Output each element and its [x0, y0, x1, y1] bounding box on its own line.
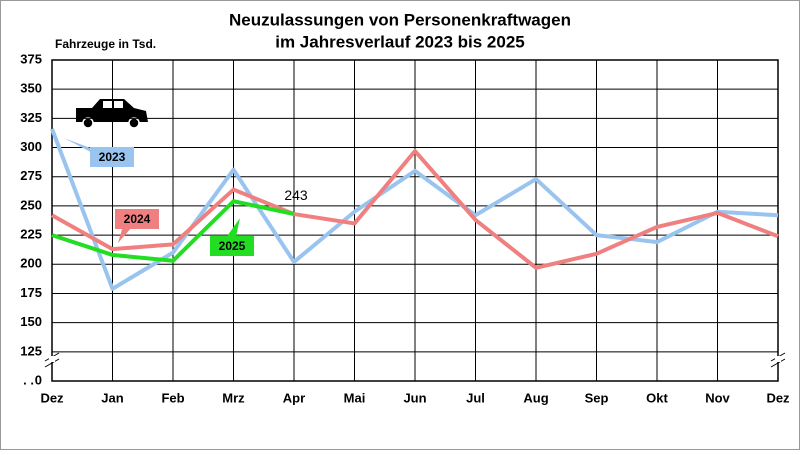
y-tick-label: 300 [20, 139, 42, 154]
series-line [51, 149, 779, 270]
legend-box [115, 209, 159, 229]
x-tick-label: Nov [705, 390, 730, 405]
legend-entry: 2025 [210, 218, 254, 256]
series-line [51, 199, 295, 263]
legend-label: 2023 [99, 150, 126, 164]
x-tick-label: Jan [101, 390, 123, 405]
x-tick-label: Dez [766, 390, 790, 405]
data-label: 243 [284, 187, 308, 203]
y-tick-label: 175 [20, 285, 42, 300]
y-axis-label: Fahrzeuge in Tsd. [55, 37, 156, 51]
y-tick-label: 275 [20, 168, 42, 183]
legend-box [90, 147, 134, 167]
series-line [50, 128, 779, 291]
x-tick-label: Jul [466, 390, 485, 405]
legend-box [210, 236, 254, 256]
x-tick-label: Okt [646, 390, 668, 405]
axis-break: . . [23, 372, 34, 387]
x-tick-label: Mrz [222, 390, 245, 405]
y-tick-label: 0 [35, 372, 42, 387]
x-tick-label: Aug [523, 390, 548, 405]
chart-title: Neuzulassungen von Personenkraftwagen [229, 10, 571, 29]
y-tick-label: 125 [20, 343, 42, 358]
legend-label: 2024 [124, 212, 151, 226]
legend-entry: 2023 [64, 138, 134, 167]
x-tick-label: Dez [40, 390, 64, 405]
y-tick-label: 150 [20, 314, 42, 329]
x-tick-label: Sep [585, 390, 609, 405]
y-tick-label: 350 [20, 81, 42, 96]
y-tick-label: 225 [20, 227, 42, 242]
y-tick-label: 325 [20, 110, 42, 125]
legend-entry: 2024 [115, 209, 159, 243]
x-tick-label: Feb [161, 390, 184, 405]
y-tick-label: 250 [20, 197, 42, 212]
x-tick-label: Mai [344, 390, 366, 405]
legend-label: 2025 [219, 239, 246, 253]
axis-break-gap [49, 356, 55, 362]
axis-break-gap [775, 356, 781, 362]
y-tick-label: 375 [20, 51, 42, 66]
x-tick-label: Apr [283, 390, 305, 405]
plot-border [51, 59, 779, 382]
chart-title: im Jahresverlauf 2023 bis 2025 [275, 32, 525, 51]
y-tick-label: 200 [20, 256, 42, 271]
x-tick-label: Jun [403, 390, 426, 405]
